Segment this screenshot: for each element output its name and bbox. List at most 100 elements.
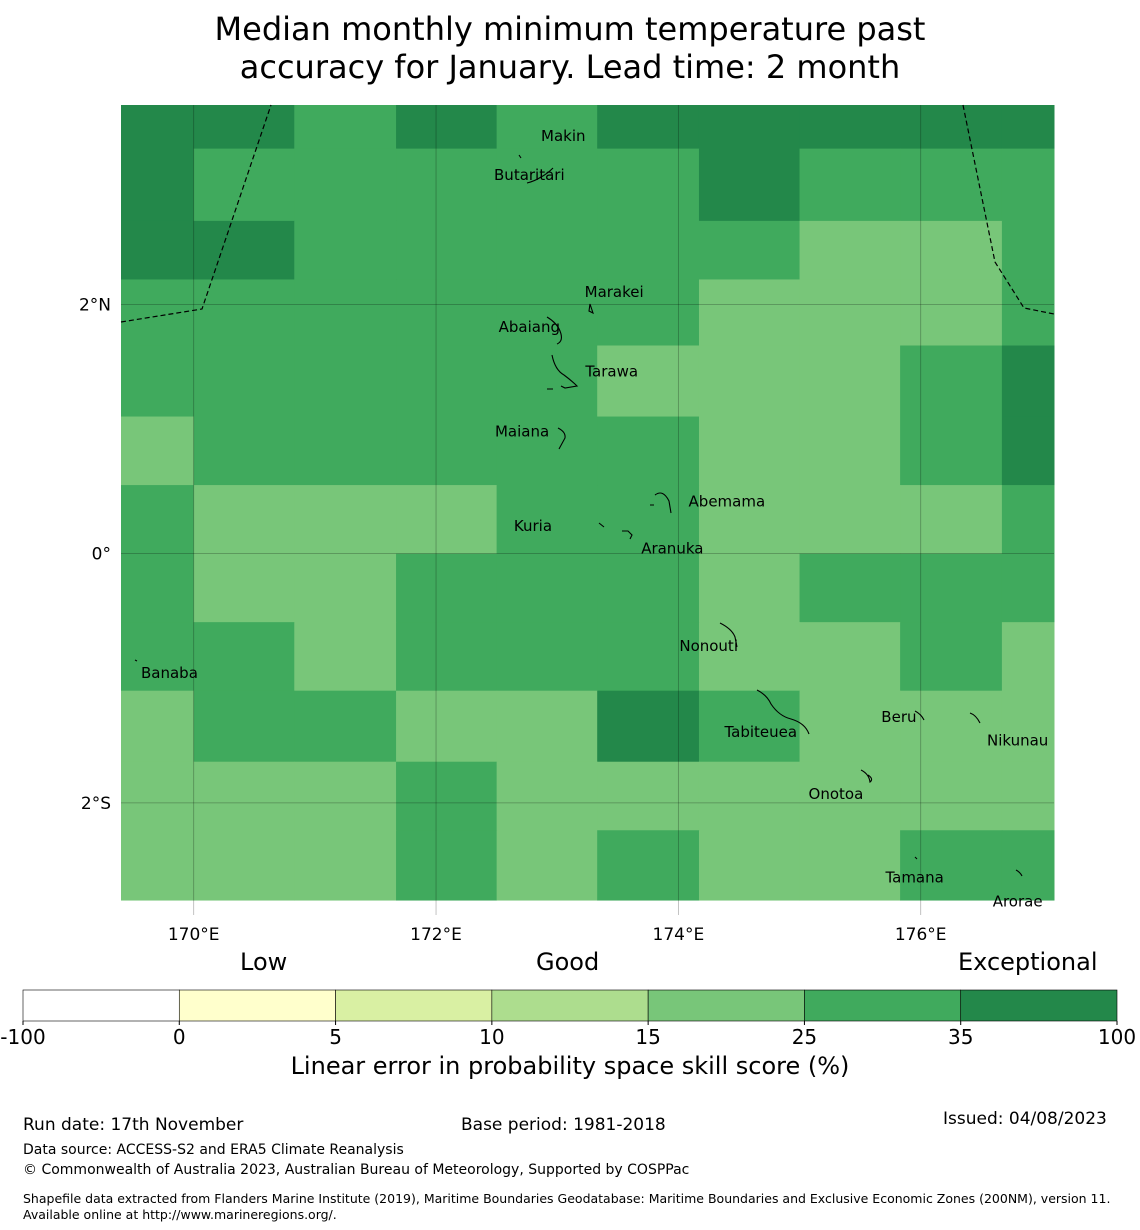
makin-outline <box>518 154 522 159</box>
grid-cell <box>496 279 598 347</box>
colorbar-swatch <box>22 989 180 1022</box>
grid-cell <box>698 220 801 280</box>
grid-cell <box>900 830 1003 901</box>
lon-tick-label: 172°E <box>410 925 462 945</box>
grid-cell <box>900 105 1003 150</box>
island-label: Banaba <box>141 664 198 682</box>
grid-cell <box>193 105 295 150</box>
lat-tick-label: 2°S <box>81 794 111 814</box>
colorbar-swatch <box>178 989 336 1022</box>
grid-cell <box>698 830 801 901</box>
data-source: Data source: ACCESS-S2 and ERA5 Climate … <box>23 1142 404 1158</box>
grid-cell <box>900 485 1003 555</box>
nikunau-outline <box>969 712 981 724</box>
grid-cell <box>799 345 901 418</box>
tarawa-outline <box>547 354 579 390</box>
grid-cell <box>1001 345 1055 418</box>
shapefile-credit: Shapefile data extracted from Flanders M… <box>23 1191 1111 1222</box>
grid-cell <box>496 416 598 486</box>
grid-cell <box>597 830 700 901</box>
island-label: Maiana <box>495 422 549 440</box>
island-label: Tabiteuea <box>723 723 797 741</box>
copyright: © Commonwealth of Australia 2023, Austra… <box>23 1162 690 1178</box>
colorbar-tick-label: 100 <box>1098 1025 1136 1049</box>
title-line-1: Median monthly minimum temperature past <box>214 10 926 48</box>
grid-cell <box>193 830 295 901</box>
colorbar-swatch <box>647 989 805 1022</box>
colorbar-boxes <box>22 989 1118 1022</box>
eez-boundary-west <box>120 104 272 323</box>
banaba-outline <box>134 659 138 662</box>
grid-cell <box>496 485 598 555</box>
grid-cell <box>121 761 195 831</box>
grid-cell <box>396 761 498 831</box>
lon-tick-label: 170°E <box>168 925 220 945</box>
tabiteuea-outline <box>756 689 810 735</box>
grid-cell <box>294 279 397 347</box>
grid-cell <box>121 416 195 486</box>
grid-cell <box>294 622 397 692</box>
grid-cell <box>496 105 598 150</box>
colorbar-swatch <box>804 989 962 1022</box>
grid-cell <box>294 485 397 555</box>
grid-cell <box>496 690 598 763</box>
eez-boundaries <box>120 104 1055 323</box>
lat-tick-label: 2°N <box>79 295 111 315</box>
grid-cell <box>294 761 397 831</box>
colorbar-tick-label: 25 <box>792 1025 817 1049</box>
island-label: Tarawa <box>584 363 638 381</box>
grid-cell <box>396 830 498 901</box>
grid-cell <box>799 105 901 150</box>
grid-cell <box>900 279 1003 347</box>
grid-cell <box>1001 279 1055 347</box>
island-label: Kuria <box>514 517 552 535</box>
skill-grid <box>121 105 1055 901</box>
grid-cell <box>193 761 295 831</box>
island-label: Beru <box>881 708 916 726</box>
grid-cell <box>121 345 195 418</box>
grid-cell <box>698 485 801 555</box>
run-date: Run date: 17th November <box>23 1115 244 1135</box>
colorbar-tick-label: 5 <box>329 1025 342 1049</box>
grid-cell <box>294 553 397 623</box>
arorae-outline <box>1015 869 1023 877</box>
grid-cell <box>294 416 397 486</box>
grid-cell <box>121 690 195 763</box>
grid-cell <box>799 485 901 555</box>
grid-cell <box>121 105 195 150</box>
grid-cell <box>799 148 901 222</box>
grid-cell <box>597 148 700 222</box>
grid-cell <box>121 622 195 692</box>
grid-cell <box>698 622 801 692</box>
grid-cell <box>396 485 498 555</box>
kuria-outline <box>598 522 605 528</box>
chart-title: Median monthly minimum temperature past … <box>0 10 1140 86</box>
colorbar-tick-label: 15 <box>635 1025 660 1049</box>
grid-cell <box>1001 485 1055 555</box>
grid-cell <box>698 148 801 222</box>
grid-cell <box>121 279 195 347</box>
grid-cell <box>698 279 801 347</box>
grid-cell <box>900 761 1003 831</box>
colorbar-tick-label: -100 <box>0 1025 45 1049</box>
grid-cell <box>396 105 498 150</box>
colorbar-tick-label: 10 <box>479 1025 504 1049</box>
grid-cell <box>294 105 397 150</box>
grid-cell <box>799 416 901 486</box>
grid-cell <box>799 553 901 623</box>
grid-cell <box>1001 553 1055 623</box>
grid-cell <box>294 830 397 901</box>
colorbar-swatch <box>491 989 649 1022</box>
base-period: Base period: 1981-2018 <box>461 1115 666 1135</box>
grid-cell <box>799 622 901 692</box>
island-label: Abemama <box>689 492 766 510</box>
grid-cell <box>799 279 901 347</box>
grid-cell <box>121 830 195 901</box>
island-label: Aranuka <box>641 540 703 558</box>
grid-cell <box>396 345 498 418</box>
category-low: Low <box>240 948 288 976</box>
grid-cell <box>799 830 901 901</box>
grid-cell <box>698 105 801 150</box>
grid-cell <box>396 220 498 280</box>
grid-cell <box>294 148 397 222</box>
